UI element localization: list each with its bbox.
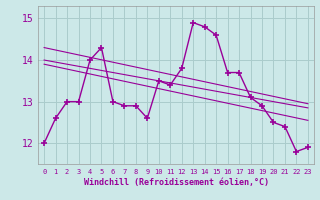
- X-axis label: Windchill (Refroidissement éolien,°C): Windchill (Refroidissement éolien,°C): [84, 178, 268, 187]
